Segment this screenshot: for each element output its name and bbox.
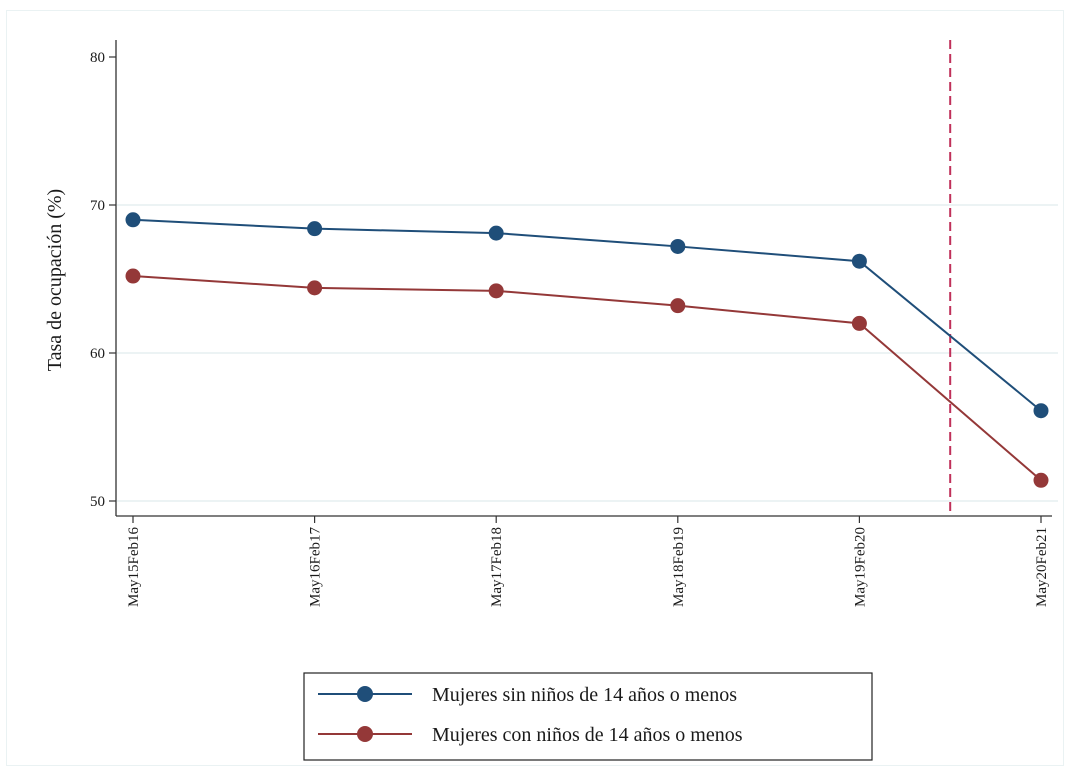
legend: Mujeres sin niños de 14 años o menos Muje… [303,672,873,761]
series-line [132,275,1042,482]
chart-frame [6,10,1064,766]
y-tick-label: 60 [90,346,105,362]
data-point [307,221,323,237]
data-point [670,238,686,254]
x-ticks: May15Feb16 May16Feb17 May17Feb18 May18Feb19… [126,516,1050,607]
data-point [488,225,504,241]
x-tick-label: May18Feb19 [671,527,687,607]
x-tick-label: May16Feb17 [308,527,324,607]
data-point [851,315,867,331]
y-tick-label: 70 [90,198,105,214]
y-tick-label: 50 [90,494,105,510]
legend-swatch-marker [357,726,373,742]
data-point [488,283,504,299]
legend-box [303,672,873,761]
series [125,212,1049,488]
x-tick-label: May15Feb16 [126,527,142,607]
legend-items: Mujeres sin niños de 14 años o menos Muje… [318,684,743,746]
axes [115,40,1052,517]
grid-lines [117,204,1058,502]
data-point [1033,472,1049,488]
data-point [670,298,686,314]
x-tick-label: May19Feb20 [852,527,868,607]
x-tick-label: May17Feb18 [489,527,505,607]
legend-swatch-marker [357,686,373,702]
y-axis-title: Tasa de ocupación (%) [44,189,66,371]
data-point [307,280,323,296]
series-line [132,218,1042,412]
data-point [1033,403,1049,419]
y-ticks: 50 60 70 80 [90,50,116,510]
y-tick-label: 80 [90,50,105,66]
legend-label: Mujeres con niños de 14 años o menos [432,724,743,746]
x-tick-label: May20Feb21 [1034,527,1050,607]
data-point [851,253,867,269]
data-point [125,268,141,284]
legend-label: Mujeres sin niños de 14 años o menos [432,684,737,706]
data-point [125,212,141,228]
